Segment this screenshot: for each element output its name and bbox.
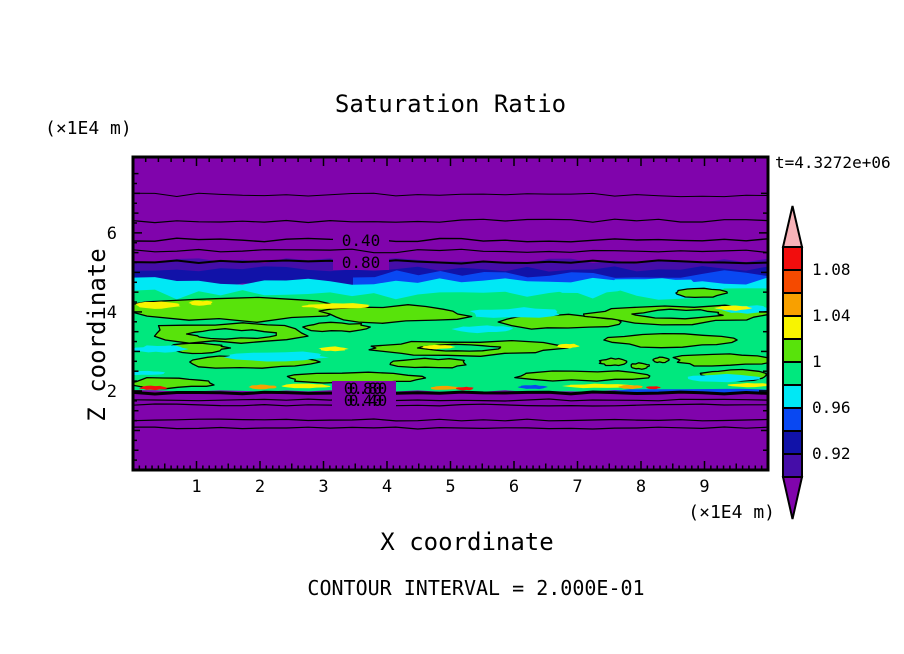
time-label: t=4.3272e+06 (775, 153, 891, 172)
colorbar-tick-label: 1.04 (812, 306, 851, 325)
contour-label: 0.40 (344, 391, 383, 410)
colorbar-tick-label: 0.92 (812, 444, 851, 463)
x-tick-labels: 1 2 3 4 5 6 7 8 9 (191, 477, 709, 497)
x-axis-units-label: (×1E4 m) (688, 502, 775, 523)
colorbar-tick-label: 1.08 (812, 260, 851, 279)
colorbar-box (782, 361, 803, 386)
x-tick-label: 5 (445, 477, 455, 497)
contour-label: 0.80 (342, 253, 381, 272)
colorbar-box (782, 430, 803, 455)
x-tick-label: 2 (255, 477, 265, 497)
x-tick-label: 3 (318, 477, 328, 497)
contour-label: 0.40 (349, 391, 388, 410)
colorbar-box (782, 246, 803, 271)
colorbar-box (782, 292, 803, 317)
y-tick-label: 6 (107, 224, 117, 244)
y-axis-units-label: (×1E4 m) (45, 118, 132, 139)
y-tick-label: 2 (107, 382, 117, 402)
colorbar-box (782, 453, 803, 478)
y-tick-labels: 2 4 6 (107, 224, 117, 402)
colorbar-box (782, 384, 803, 409)
colorbar-under-arrow (781, 476, 804, 520)
contour-interval-label: CONTOUR INTERVAL = 2.000E-01 (307, 576, 645, 600)
colorbar-tick-label: 0.96 (812, 398, 851, 417)
colorbar: 1.08 1.04 1 0.96 0.92 (781, 205, 851, 520)
x-tick-label: 1 (191, 477, 201, 497)
x-axis-title: X coordinate (380, 528, 554, 556)
colorbar-box (782, 338, 803, 363)
x-tick-label: 8 (636, 477, 646, 497)
axis-ticks (133, 157, 768, 470)
chart-title: Saturation Ratio (334, 90, 567, 118)
colorbar-box (782, 269, 803, 294)
contour-label: 0.80 (344, 379, 383, 398)
x-tick-label: 9 (699, 477, 709, 497)
contour-label: 0.80 (349, 379, 388, 398)
colorbar-box (782, 407, 803, 432)
colorbar-over-arrow (781, 205, 804, 248)
y-tick-label: 4 (107, 303, 117, 323)
colorbar-tick-label: 1 (812, 352, 822, 371)
contour-label: 0.40 (342, 231, 381, 250)
colorbar-box (782, 315, 803, 340)
x-tick-label: 4 (382, 477, 392, 497)
x-tick-label: 7 (572, 477, 582, 497)
x-tick-label: 6 (509, 477, 519, 497)
contour-field: 0.400.800.800.800.400.40 (133, 157, 768, 470)
